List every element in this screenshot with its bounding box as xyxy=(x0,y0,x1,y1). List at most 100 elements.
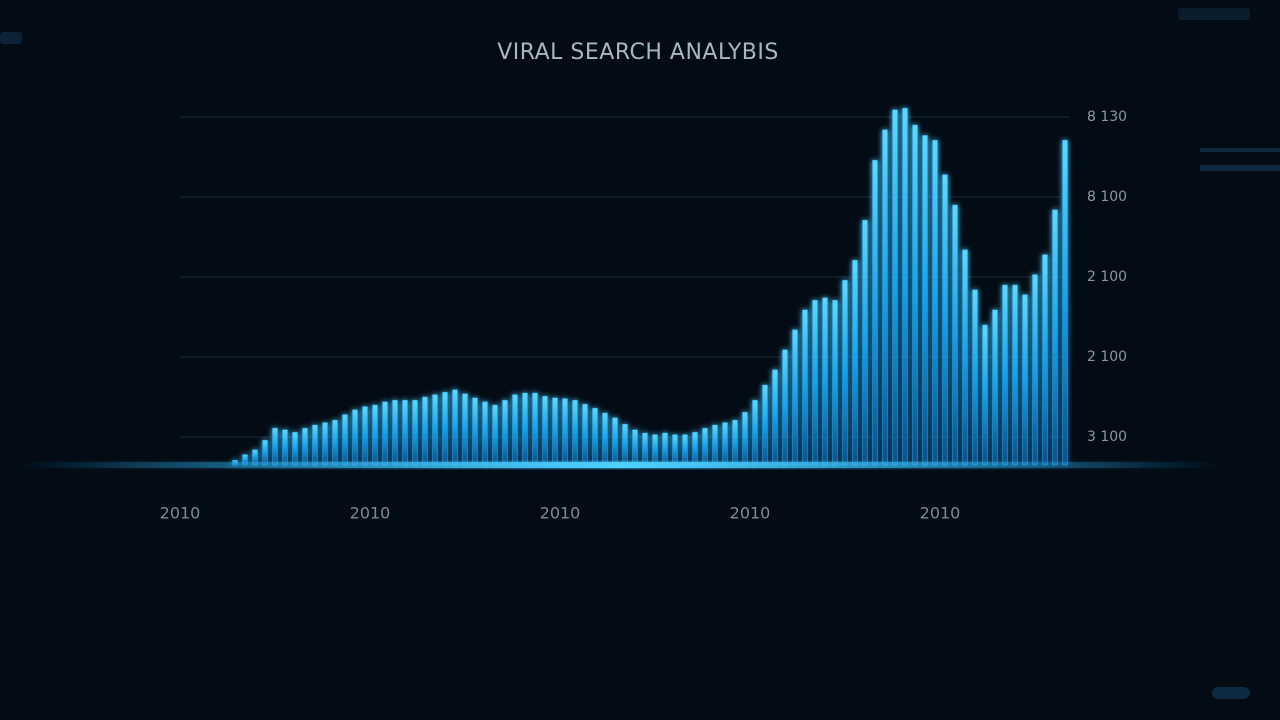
bar xyxy=(992,309,998,466)
bar xyxy=(922,135,928,466)
bar xyxy=(972,289,978,466)
bar xyxy=(842,279,848,466)
bar xyxy=(872,159,878,466)
bar xyxy=(352,409,358,466)
bar xyxy=(762,384,768,466)
bar xyxy=(952,204,958,466)
bar xyxy=(482,401,488,466)
bar xyxy=(272,427,278,466)
bar xyxy=(812,299,818,466)
bar xyxy=(552,397,558,466)
side-decor xyxy=(1200,165,1280,171)
y-tick-label: 2 100 xyxy=(1087,269,1127,285)
bar xyxy=(1042,254,1048,466)
bar xyxy=(422,396,428,466)
bar xyxy=(452,389,458,466)
bar xyxy=(542,395,548,466)
bar xyxy=(632,429,638,466)
bar xyxy=(852,259,858,466)
y-tick-label: 8 100 xyxy=(1087,189,1127,205)
corner-decor xyxy=(1178,8,1250,20)
baseline-glow xyxy=(20,462,1220,468)
bar xyxy=(722,422,728,466)
bar xyxy=(382,401,388,466)
bar xyxy=(582,403,588,466)
bar xyxy=(472,397,478,466)
bar xyxy=(282,429,288,466)
x-tick-label: 2010 xyxy=(160,504,201,523)
bar xyxy=(512,394,518,466)
bar xyxy=(912,124,918,466)
bar xyxy=(902,107,908,466)
bar xyxy=(1052,209,1058,466)
bar xyxy=(332,419,338,466)
bar xyxy=(602,412,608,466)
x-tick-label: 2010 xyxy=(540,504,581,523)
bar xyxy=(342,414,348,466)
bar xyxy=(522,392,528,466)
bar xyxy=(752,399,758,466)
bar xyxy=(262,439,268,466)
bar xyxy=(772,369,778,466)
bar xyxy=(802,309,808,466)
bar xyxy=(1002,284,1008,466)
bar xyxy=(642,432,648,466)
bar xyxy=(782,349,788,466)
bar xyxy=(442,391,448,466)
bar xyxy=(962,249,968,466)
corner-decor xyxy=(0,32,22,44)
bar xyxy=(882,129,888,466)
chart-title: VIRAL SEARCH ANALYBIS xyxy=(497,40,779,65)
bar xyxy=(362,406,368,466)
bar xyxy=(832,299,838,466)
bar xyxy=(402,399,408,466)
bar xyxy=(312,424,318,466)
y-tick-label: 8 130 xyxy=(1087,109,1127,125)
bar xyxy=(702,427,708,466)
bar xyxy=(392,399,398,466)
bar xyxy=(502,399,508,466)
bar xyxy=(432,394,438,466)
bar xyxy=(1022,294,1028,466)
bar xyxy=(692,431,698,466)
bar xyxy=(672,434,678,466)
bar xyxy=(1032,274,1038,466)
bar xyxy=(612,417,618,466)
bar xyxy=(732,419,738,466)
side-decor xyxy=(1200,148,1280,152)
x-tick-label: 2010 xyxy=(350,504,391,523)
bar xyxy=(372,404,378,466)
y-tick-label: 3 100 xyxy=(1087,429,1127,445)
bar xyxy=(302,427,308,466)
bar xyxy=(932,139,938,466)
bar xyxy=(862,219,868,466)
x-tick-label: 2010 xyxy=(730,504,771,523)
bar xyxy=(322,422,328,466)
bar xyxy=(492,404,498,466)
bar xyxy=(572,399,578,466)
labels: 3 100 2 100 2 100 8 100 8 130 2010 2010 2010 201… xyxy=(160,109,1127,523)
bar xyxy=(662,432,668,466)
bar xyxy=(682,434,688,466)
bar xyxy=(892,109,898,466)
bar xyxy=(292,431,298,466)
bar xyxy=(822,297,828,466)
bar xyxy=(942,174,948,466)
bar xyxy=(562,398,568,466)
corner-decor xyxy=(1212,687,1250,699)
bar xyxy=(592,407,598,466)
bar xyxy=(412,399,418,466)
bar xyxy=(742,411,748,466)
bar xyxy=(462,393,468,466)
bar xyxy=(652,434,658,466)
x-tick-label: 2010 xyxy=(920,504,961,523)
y-tick-label: 2 100 xyxy=(1087,349,1127,365)
bar xyxy=(1062,139,1068,466)
bar xyxy=(532,392,538,466)
bar xyxy=(1012,284,1018,466)
grid xyxy=(180,116,1070,438)
bar xyxy=(712,424,718,466)
bar xyxy=(792,329,798,466)
